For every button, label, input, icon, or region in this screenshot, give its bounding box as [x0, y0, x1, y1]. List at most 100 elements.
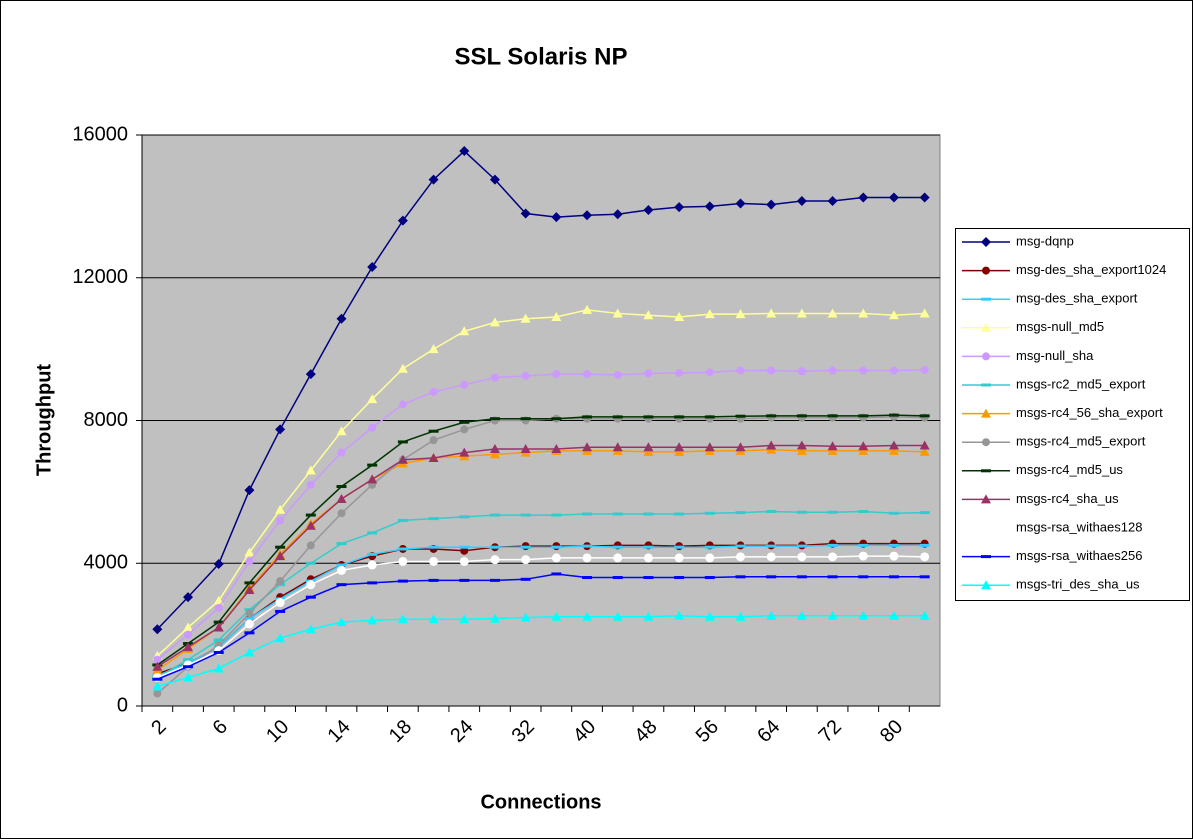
data-point — [796, 544, 807, 548]
data-point — [306, 480, 315, 489]
data-point — [705, 553, 715, 563]
data-point — [397, 363, 408, 373]
data-point — [767, 366, 776, 375]
data-point — [489, 613, 500, 623]
data-point — [428, 517, 439, 521]
data-point — [828, 366, 837, 375]
data-point — [704, 415, 715, 419]
data-point — [428, 614, 439, 624]
series-line — [156, 369, 925, 661]
data-point — [920, 365, 929, 374]
data-point — [428, 344, 439, 354]
data-point — [827, 575, 838, 579]
series-line — [156, 444, 925, 668]
data-point — [275, 545, 286, 549]
data-point — [919, 575, 930, 579]
data-point — [428, 452, 439, 462]
data-point — [152, 624, 163, 635]
legend-label: msgs-rc4_sha_us — [1016, 491, 1119, 506]
data-point — [214, 603, 223, 612]
data-point — [796, 610, 807, 620]
data-point — [213, 558, 224, 569]
legend-label: msgs-rc4_md5_us — [1016, 462, 1123, 477]
data-point — [674, 553, 684, 563]
series-line — [157, 555, 925, 679]
data-point — [643, 545, 654, 549]
data-point — [858, 192, 869, 203]
data-point — [459, 556, 469, 566]
data-point — [888, 440, 899, 450]
data-point — [613, 553, 623, 563]
data-point — [489, 174, 500, 185]
data-point — [429, 387, 438, 396]
data-point — [459, 578, 470, 582]
data-point — [520, 313, 531, 323]
legend-marker — [981, 469, 991, 473]
data-point — [735, 414, 746, 418]
data-point — [336, 563, 347, 567]
data-point — [367, 463, 378, 467]
data-point — [551, 611, 562, 621]
data-point — [244, 581, 255, 585]
legend-marker — [981, 383, 991, 387]
data-point — [888, 575, 899, 579]
data-point — [153, 689, 162, 698]
legend-marker — [981, 297, 991, 301]
data-point — [552, 370, 561, 379]
data-point — [919, 446, 930, 456]
data-point — [489, 444, 500, 454]
legend-label: msgs-rsa_withaes128 — [1016, 519, 1142, 534]
data-point — [858, 551, 868, 561]
data-point — [919, 192, 930, 203]
data-point — [919, 440, 930, 450]
legend-label: msg-null_sha — [1016, 348, 1094, 363]
data-point — [275, 424, 286, 435]
data-point — [704, 442, 715, 452]
data-point — [183, 592, 194, 603]
data-point — [766, 510, 777, 514]
legend-label: msgs-tri_des_sha_us — [1016, 577, 1140, 592]
legend-marker — [981, 523, 991, 533]
data-point — [735, 575, 746, 579]
data-point — [367, 474, 378, 484]
data-point — [612, 415, 623, 419]
series-line — [157, 544, 925, 677]
data-point — [643, 446, 654, 456]
data-point — [643, 310, 654, 320]
data-point — [244, 647, 255, 657]
data-point — [827, 414, 838, 418]
data-point — [152, 681, 163, 691]
series-line — [156, 309, 925, 657]
legend-marker — [981, 408, 991, 418]
data-point — [306, 541, 315, 550]
data-point — [459, 326, 470, 336]
data-point — [704, 309, 715, 319]
data-point — [489, 513, 500, 517]
data-point — [520, 545, 531, 549]
data-point — [520, 513, 531, 517]
data-point — [305, 624, 316, 634]
data-point — [305, 369, 316, 380]
data-point — [582, 611, 593, 621]
legend-marker — [981, 580, 991, 590]
data-point — [551, 312, 562, 322]
data-point — [583, 370, 592, 379]
data-point — [367, 262, 378, 273]
data-point — [582, 415, 593, 419]
data-point — [489, 317, 500, 327]
data-point — [827, 308, 838, 318]
data-point — [213, 650, 224, 654]
data-point — [704, 545, 715, 549]
data-point — [858, 510, 869, 514]
data-point — [244, 619, 254, 629]
data-point — [643, 415, 654, 419]
series-line — [156, 510, 925, 679]
data-point — [643, 611, 654, 621]
data-point — [337, 448, 346, 457]
data-point — [276, 516, 285, 525]
data-point — [428, 429, 439, 433]
x-axis-label: Connections — [480, 791, 601, 813]
data-point — [489, 449, 500, 459]
data-point — [183, 672, 194, 682]
data-point — [674, 512, 685, 516]
